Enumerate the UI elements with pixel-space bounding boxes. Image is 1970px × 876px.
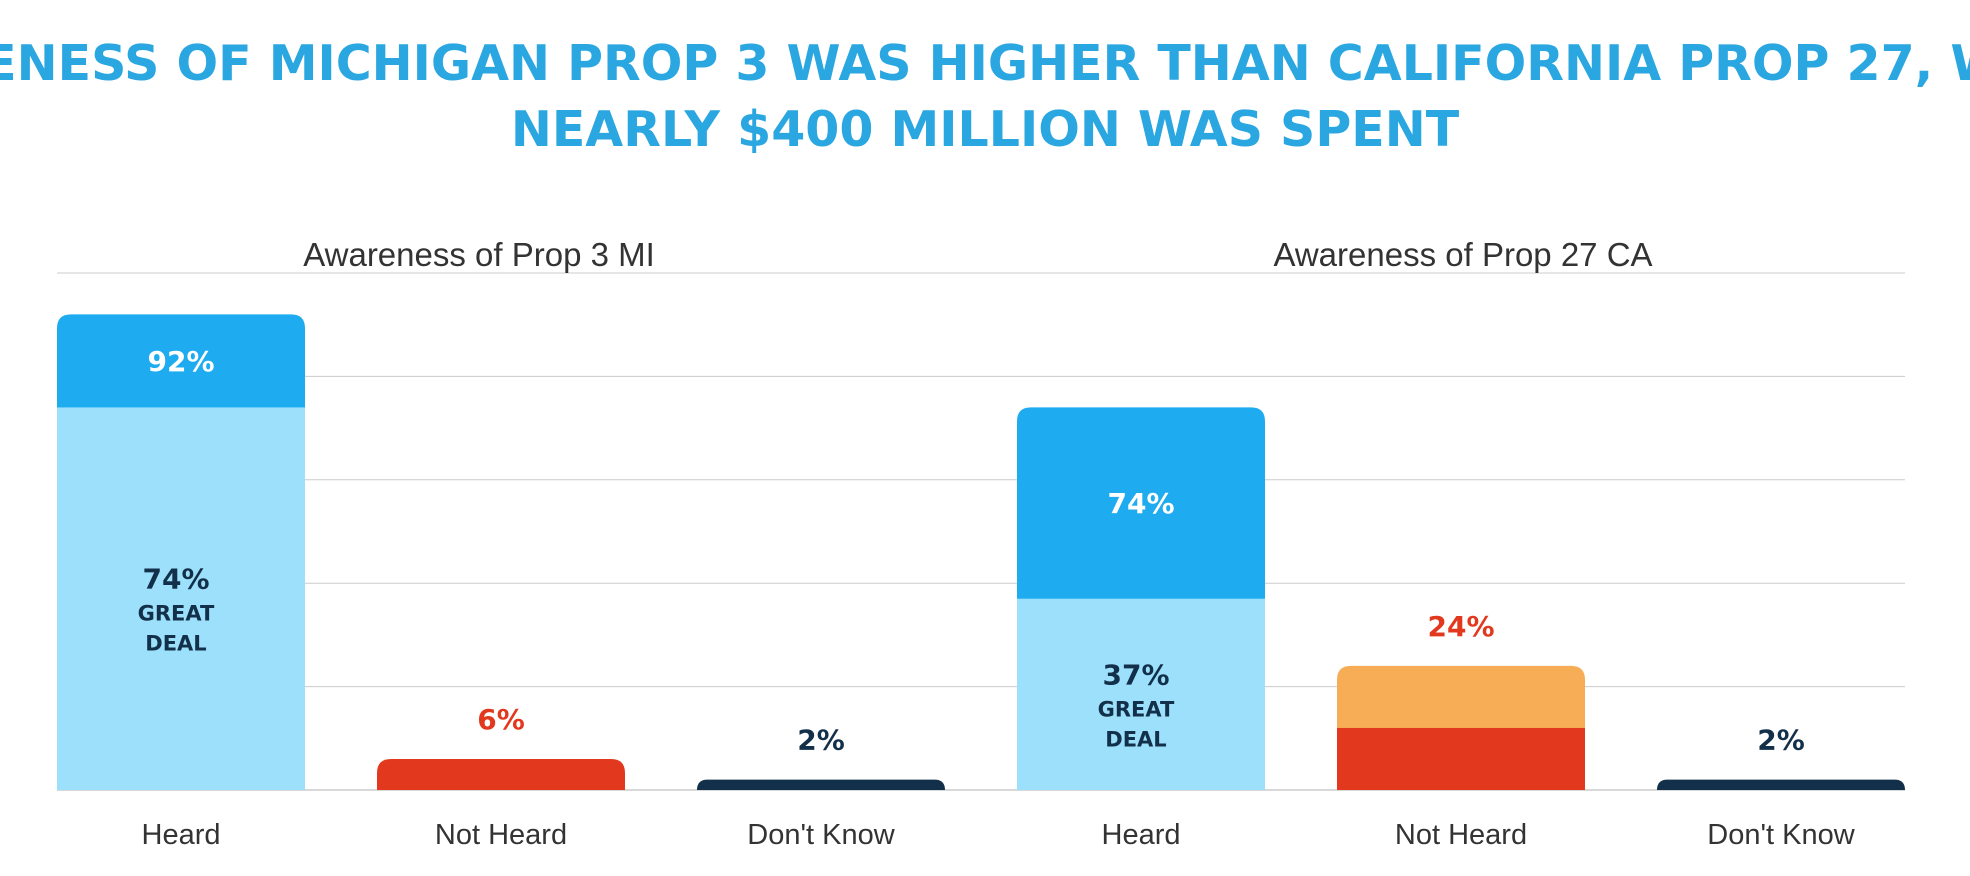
bar-ca-heard-great-deal-value: 37% [1102, 658, 1169, 691]
bar-ca-heard-total-label: 74% [1107, 487, 1174, 520]
bar-mi-not-heard-total-label: 6% [477, 703, 525, 736]
bar-ca-heard-great-deal-text-2: DEAL [1105, 727, 1166, 751]
bar-mi-not-heard [377, 758, 625, 790]
category-labels: Heard Not Heard Don't Know Heard Not Heard Do… [142, 819, 1856, 851]
panel-title-mi: Awareness of Prop 3 MI [303, 236, 655, 273]
category-label-ca-dont-know: Don't Know [1707, 819, 1855, 851]
chart-title-line-2: NEARLY $400 MILLION WAS SPENT [511, 101, 1460, 158]
category-label-mi-not-heard: Not Heard [435, 819, 567, 851]
bar-mi-heard-great-deal [57, 407, 305, 790]
bar-ca-not-heard-segment [1337, 727, 1585, 790]
category-label-mi-dont-know: Don't Know [747, 819, 895, 851]
bar-ca-dont-know [1657, 779, 1905, 790]
bar-ca-dont-know-total-label: 2% [1757, 724, 1805, 757]
bar-ca-heard-great-deal [1017, 598, 1265, 790]
category-label-mi-heard: Heard [142, 819, 221, 851]
bar-mi-heard-great-deal-text-2: DEAL [145, 632, 206, 656]
data-labels: 92% 74% GREAT DEAL 6% 2% 74% 37% GREAT DEAL 24% 2% [138, 345, 1805, 757]
gridlines [57, 272, 1905, 791]
bar-ca-not-heard-total-label: 24% [1427, 610, 1494, 643]
bars [57, 314, 1905, 790]
category-label-ca-heard: Heard [1102, 819, 1181, 851]
bar-ca-heard-great-deal-text-1: GREAT [1098, 697, 1175, 721]
chart-title-line-1: AWARENESS OF MICHIGAN PROP 3 WAS HIGHER … [0, 35, 1970, 92]
bar-mi-heard-great-deal-text-1: GREAT [138, 602, 215, 626]
panel-title-ca: Awareness of Prop 27 CA [1273, 236, 1652, 273]
bar-mi-heard-total-label: 92% [147, 345, 214, 378]
bar-mi-dont-know [697, 779, 945, 790]
bar-mi-dont-know-total-label: 2% [797, 724, 845, 757]
category-label-ca-not-heard: Not Heard [1395, 819, 1527, 851]
bar-mi-heard-great-deal-value: 74% [142, 563, 209, 596]
